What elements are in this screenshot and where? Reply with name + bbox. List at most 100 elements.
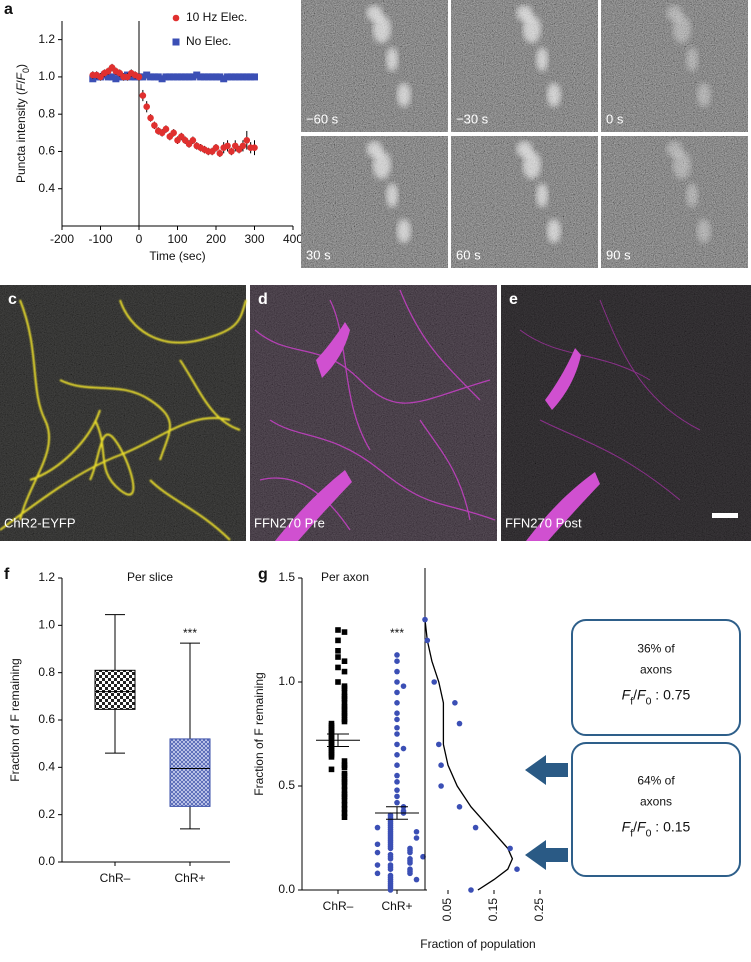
significance: *** <box>390 626 404 640</box>
x-tick-label: -100 <box>88 232 112 246</box>
frame-spot <box>536 47 549 72</box>
data-point <box>374 841 381 848</box>
data-point <box>335 648 341 654</box>
data-point <box>193 71 201 79</box>
data-point <box>108 73 116 81</box>
frame-label: −30 s <box>456 111 489 126</box>
data-point <box>341 629 348 635</box>
frame-spot <box>522 15 541 44</box>
data-point <box>407 860 413 866</box>
data-point <box>341 797 348 804</box>
y-tick-label: 1.0 <box>278 674 295 688</box>
legend-label: 10 Hz Elec. <box>186 10 247 24</box>
legend-label: No Elec. <box>186 34 231 48</box>
frame-spot <box>522 151 541 180</box>
data-point <box>341 814 348 820</box>
data-point <box>341 764 348 771</box>
image-frame <box>601 136 748 268</box>
data-point <box>143 103 150 111</box>
frame-spot <box>546 219 561 244</box>
data-point <box>413 828 420 835</box>
y-tick-label: 0.0 <box>278 882 295 896</box>
data-point <box>335 637 341 644</box>
data-point <box>394 679 400 685</box>
frame-spot <box>686 47 699 72</box>
callout-formula-part: F <box>637 818 647 834</box>
data-point <box>400 683 407 689</box>
frame-spot <box>686 183 699 208</box>
data-point <box>335 654 341 660</box>
y-tick-label: 0.0 <box>38 854 55 868</box>
callout-text: axons <box>640 663 672 677</box>
x-tick-label: ChR+ <box>174 871 205 885</box>
callout-box <box>571 742 741 877</box>
data-point <box>374 862 381 868</box>
data-point <box>394 710 400 716</box>
data-point <box>335 627 341 633</box>
frame-spot <box>366 5 383 22</box>
y-tick-label: 0.5 <box>278 778 295 792</box>
data-point <box>456 804 463 810</box>
data-point <box>438 762 444 768</box>
data-point <box>212 144 220 152</box>
data-point <box>452 700 458 706</box>
y-axis-title-part: 0 <box>21 68 31 73</box>
data-point <box>341 706 348 712</box>
x-tick-label: 200 <box>206 232 226 246</box>
frame-label: −60 s <box>306 111 339 126</box>
data-point <box>394 716 400 723</box>
y-tick-label: 0.4 <box>38 760 55 774</box>
data-point <box>407 870 413 877</box>
data-point <box>394 762 400 768</box>
data-point <box>224 73 232 81</box>
data-point <box>220 75 228 83</box>
callout-arrows <box>525 755 568 870</box>
data-point <box>212 73 220 81</box>
x-tick-label: 0.05 <box>440 898 454 922</box>
data-point <box>507 845 513 852</box>
frame-spot <box>386 183 399 208</box>
y-axis-title-part: F <box>14 72 28 80</box>
significance: *** <box>183 626 197 640</box>
callout-formula-part: F <box>622 818 632 834</box>
y-axis-title-part: / <box>14 80 28 84</box>
data-point <box>216 73 224 81</box>
data-point <box>143 71 151 79</box>
callout-formula-part: f <box>630 827 633 839</box>
frame-spot <box>516 5 533 22</box>
y-tick-label: 1.0 <box>38 618 55 632</box>
data-point <box>239 142 247 150</box>
data-point <box>394 700 400 706</box>
data-point <box>227 73 235 81</box>
y-axis-title-part: Puncta intensity ( <box>14 91 28 183</box>
y-tick-label: 0.8 <box>38 665 55 679</box>
legend-marker <box>172 38 180 46</box>
data-point <box>420 853 426 860</box>
data-point <box>197 73 205 81</box>
frame-spot <box>396 83 411 108</box>
frame-spot <box>396 219 411 244</box>
panel-label: c <box>8 291 17 308</box>
callout-text: 64% of <box>637 774 675 788</box>
data-point <box>231 73 239 81</box>
y-tick-label: 1.2 <box>38 32 55 46</box>
data-point <box>166 73 174 81</box>
x-tick-label: ChR– <box>323 899 354 913</box>
y-tick-label: 0.2 <box>38 807 55 821</box>
data-point <box>170 129 177 137</box>
image-label: FFN270 Pre <box>254 515 325 530</box>
frame-spot <box>386 47 399 72</box>
y-tick-label: 1.5 <box>278 570 295 584</box>
y-tick-label: 0.8 <box>38 106 55 120</box>
data-point <box>413 835 420 841</box>
data-point <box>243 73 251 81</box>
data-point <box>235 73 243 81</box>
x-tick-label: ChR+ <box>381 899 412 913</box>
data-point <box>394 668 400 675</box>
data-point <box>394 741 400 748</box>
data-point <box>413 876 420 883</box>
callout-text: axons <box>640 795 672 809</box>
y-tick-label: 0.4 <box>38 181 55 195</box>
